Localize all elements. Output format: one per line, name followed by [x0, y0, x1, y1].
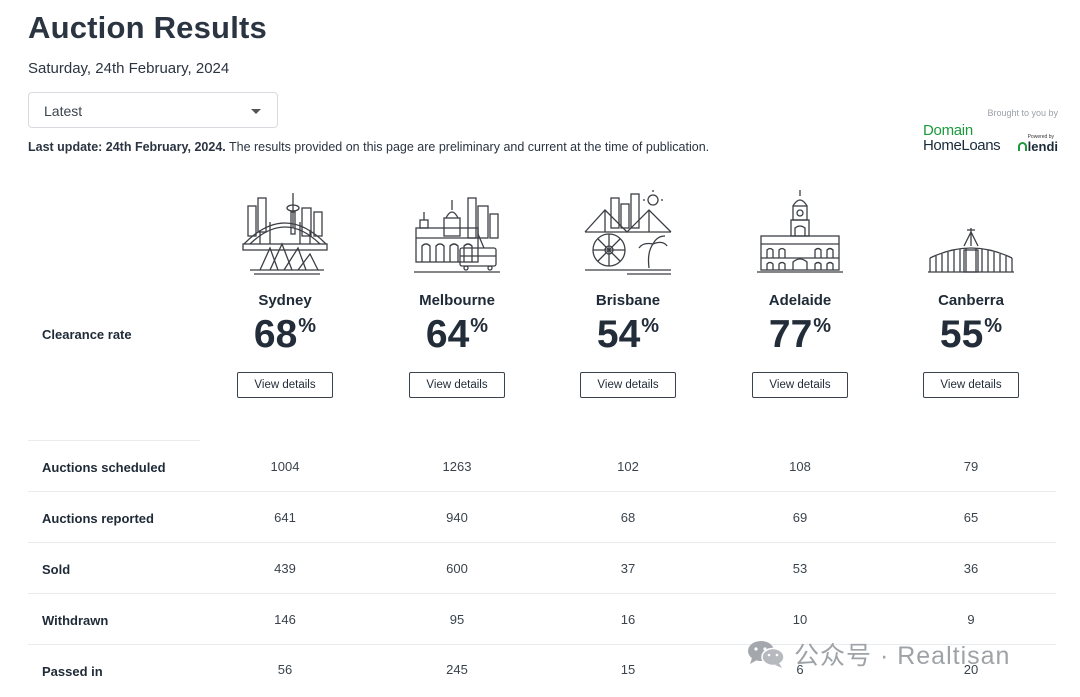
- city-column-brisbane: Brisbane 54% View details: [543, 188, 713, 398]
- table-cell: 641: [274, 510, 296, 525]
- table-cell: 108: [789, 459, 811, 474]
- lendi-house-icon: [1018, 142, 1027, 151]
- clearance-rate-value: 77%: [768, 313, 832, 356]
- table-cell: 940: [446, 510, 468, 525]
- row-label-auctions-reported: Auctions reported: [42, 511, 154, 526]
- table-cell: 65: [963, 510, 979, 525]
- sponsor-logo[interactable]: Brought to you by Domain HomeLoans Power…: [918, 106, 1060, 158]
- sponsor-caption: Brought to you by: [987, 108, 1058, 118]
- row-label-withdrawn: Withdrawn: [42, 613, 109, 628]
- table-cell: 95: [449, 612, 465, 627]
- table-cell: 1263: [442, 459, 472, 474]
- table-cell: 37: [620, 561, 636, 576]
- view-details-button-canberra[interactable]: View details: [923, 372, 1019, 398]
- city-name: Canberra: [938, 292, 1004, 309]
- table-divider: [28, 644, 1056, 645]
- table-cell: 68: [620, 510, 636, 525]
- melbourne-skyline-icon: [414, 197, 500, 273]
- powered-by-text: Powered by: [1027, 134, 1054, 140]
- watermark-text: 公众号 · Realtisan: [794, 642, 1011, 670]
- table-cell: 15: [620, 662, 636, 677]
- city-name: Brisbane: [595, 292, 661, 309]
- table-cell: 20: [963, 662, 979, 677]
- page-title: Auction Results: [28, 10, 267, 45]
- city-name: Adelaide: [768, 292, 832, 309]
- table-cell: 56: [277, 662, 293, 677]
- table-cell: 1004: [270, 459, 300, 474]
- clearance-rate-value: 64%: [425, 313, 489, 356]
- table-cell: 79: [963, 459, 979, 474]
- view-details-button-adelaide[interactable]: View details: [752, 372, 848, 398]
- adelaide-building-icon: [757, 190, 843, 273]
- homeloans-logo-text: HomeLoans: [923, 137, 1001, 154]
- update-date: Last update: 24th February, 2024.: [28, 140, 226, 154]
- domain-logo-text: Domain: [923, 122, 973, 139]
- canberra-parliament-icon: [928, 228, 1014, 273]
- lendi-logo-text: lendi: [1027, 139, 1058, 154]
- table-cell: 36: [963, 561, 979, 576]
- clearance-rate-value: 68%: [253, 313, 317, 356]
- chevron-down-icon: [251, 109, 261, 114]
- date-select-dropdown[interactable]: Latest: [28, 92, 278, 128]
- clearance-rate-value: 55%: [939, 313, 1003, 356]
- table-divider: [28, 542, 1056, 543]
- row-label-passed-in: Passed in: [42, 664, 103, 679]
- table-cell: 439: [274, 561, 296, 576]
- table-cell: 600: [446, 561, 468, 576]
- clearance-rate-value: 54%: [596, 313, 660, 356]
- results-date: Saturday, 24th February, 2024: [28, 60, 230, 77]
- view-details-button-brisbane[interactable]: View details: [580, 372, 676, 398]
- row-label-auctions-scheduled: Auctions scheduled: [42, 460, 166, 475]
- table-cell: 10: [792, 612, 808, 627]
- brisbane-skyline-icon: [584, 190, 672, 275]
- table-cell: 16: [620, 612, 636, 627]
- wechat-watermark: 公众号 · Realtisan: [746, 637, 1010, 671]
- clearance-rate-label: Clearance rate: [42, 327, 132, 342]
- update-disclaimer: The results provided on this page are pr…: [225, 140, 710, 154]
- table-divider: [28, 593, 1056, 594]
- table-divider: [28, 491, 1056, 492]
- city-column-melbourne: Melbourne 64% View details: [372, 188, 542, 398]
- table-cell: 69: [792, 510, 808, 525]
- dropdown-selected-value: Latest: [44, 103, 83, 119]
- table-cell: 53: [792, 561, 808, 576]
- table-cell: 146: [274, 612, 296, 627]
- city-name: Sydney: [258, 292, 312, 309]
- city-column-canberra: Canberra 55% View details: [886, 188, 1056, 398]
- update-notice: Last update: 24th February, 2024. The re…: [28, 140, 709, 154]
- city-name: Melbourne: [419, 292, 495, 309]
- city-column-adelaide: Adelaide 77% View details: [715, 188, 885, 398]
- table-divider: [28, 440, 200, 441]
- view-details-button-sydney[interactable]: View details: [237, 372, 333, 398]
- city-column-sydney: Sydney 68% View details: [200, 188, 370, 398]
- view-details-button-melbourne[interactable]: View details: [409, 372, 505, 398]
- sydney-skyline-icon: [242, 193, 328, 275]
- wechat-icon: [748, 641, 785, 668]
- table-cell: 9: [967, 612, 975, 627]
- table-cell: 6: [796, 662, 804, 677]
- row-label-sold: Sold: [42, 562, 71, 577]
- table-cell: 102: [617, 459, 639, 474]
- table-cell: 245: [446, 662, 468, 677]
